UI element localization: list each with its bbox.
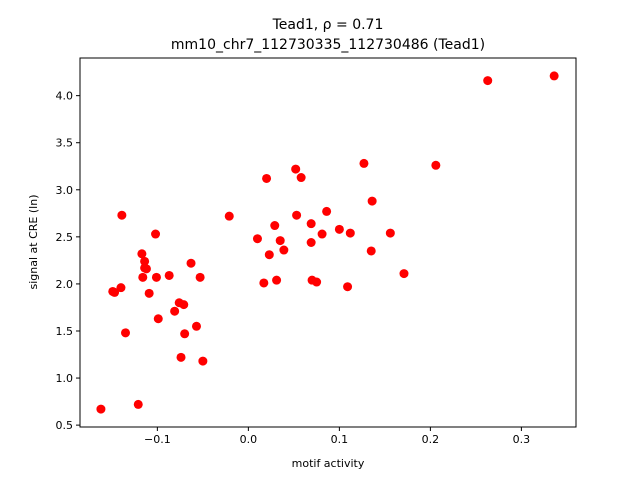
data-point — [198, 356, 208, 366]
y-axis-ticks: 0.5 1.0 1.5 2.0 2.5 3.0 3.5 4.0 — [56, 90, 80, 432]
y-tick-label: 3.0 — [56, 184, 74, 197]
data-point — [275, 236, 285, 246]
x-tick-label: 0.1 — [331, 433, 349, 446]
data-point — [367, 196, 377, 206]
data-point — [180, 329, 190, 339]
data-point — [96, 404, 106, 414]
data-point — [322, 206, 332, 216]
data-point — [176, 352, 186, 362]
x-tick-label: 0.0 — [240, 433, 258, 446]
data-point — [359, 158, 369, 168]
plot-area-frame — [79, 57, 577, 428]
data-point — [264, 250, 274, 260]
data-point — [151, 272, 161, 282]
data-point — [151, 229, 161, 239]
data-point — [121, 328, 131, 338]
data-point — [270, 221, 280, 231]
y-axis-label: signal at CRE (ln) — [27, 195, 40, 290]
chart-title-line1: Tead1, ρ = 0.71 — [272, 17, 384, 33]
data-point — [262, 173, 272, 183]
data-point — [306, 238, 316, 247]
data-point — [116, 283, 126, 293]
x-tick-label: −0.1 — [144, 433, 171, 446]
y-tick-label: 2.5 — [56, 231, 74, 244]
data-point — [345, 228, 355, 238]
data-point — [343, 282, 353, 292]
y-tick-label: 2.0 — [56, 278, 74, 291]
data-point — [292, 210, 302, 220]
data-point — [164, 270, 174, 280]
data-point — [483, 76, 493, 86]
data-point — [179, 300, 189, 310]
data-point — [195, 272, 205, 282]
data-point — [144, 288, 154, 298]
data-point — [186, 258, 196, 268]
data-point — [110, 287, 120, 297]
y-tick-label: 1.0 — [56, 372, 74, 385]
chart-title-line2: mm10_chr7_112730335_112730486 (Tead1) — [171, 37, 485, 53]
data-point — [317, 229, 327, 239]
data-point — [549, 71, 559, 81]
y-tick-label: 1.5 — [56, 325, 74, 338]
data-point — [252, 234, 262, 244]
data-point — [140, 256, 150, 266]
data-point — [191, 321, 201, 331]
data-point — [153, 314, 163, 324]
data-points — [96, 71, 559, 414]
data-point — [334, 224, 344, 234]
data-point — [306, 219, 316, 229]
y-tick-label: 3.5 — [56, 137, 74, 150]
data-point — [141, 264, 151, 274]
data-point — [259, 278, 269, 288]
data-point — [133, 399, 143, 409]
data-point — [138, 272, 148, 282]
x-axis-ticks: −0.1 0.0 0.1 0.2 0.3 — [144, 427, 530, 446]
data-point — [117, 210, 127, 220]
data-point — [312, 277, 322, 287]
data-point — [431, 160, 441, 170]
data-point — [279, 245, 289, 255]
x-tick-label: 0.2 — [422, 433, 440, 446]
data-point — [296, 173, 306, 183]
data-point — [366, 246, 376, 256]
data-point — [170, 306, 180, 316]
data-point — [224, 211, 234, 221]
y-tick-label: 0.5 — [56, 419, 74, 432]
y-tick-label: 4.0 — [56, 90, 74, 103]
data-point — [137, 249, 147, 259]
x-axis-label: motif activity — [292, 457, 365, 470]
data-point — [385, 228, 395, 238]
x-tick-label: 0.3 — [513, 433, 531, 446]
data-point — [291, 164, 301, 174]
data-point — [272, 275, 282, 285]
data-point — [399, 269, 409, 279]
